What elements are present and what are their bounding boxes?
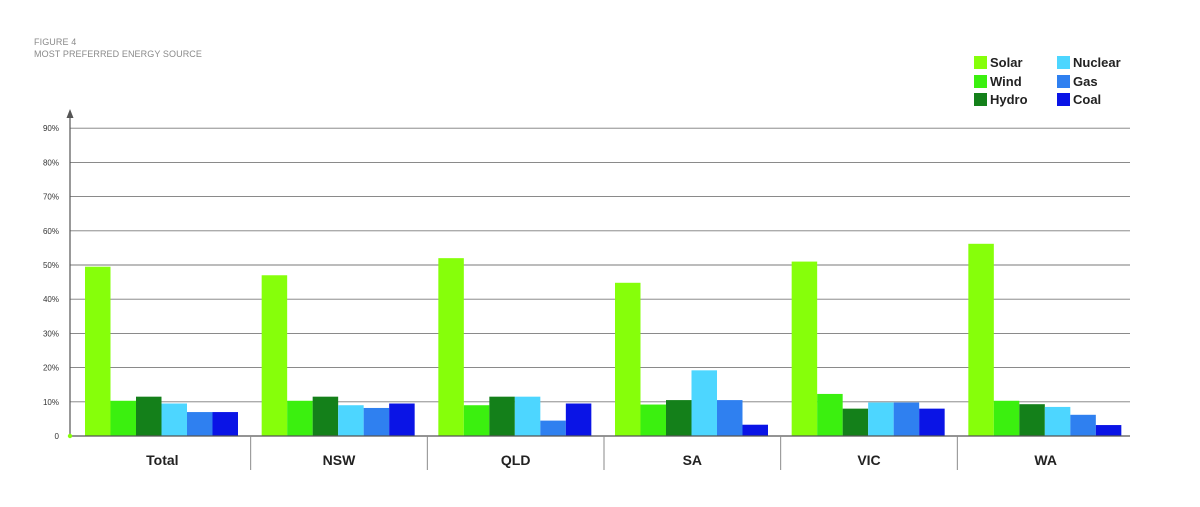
bar-wa-wind: [993, 400, 1020, 436]
bar-vic-solar: [791, 261, 818, 436]
axes: [66, 109, 1130, 439]
bar-sa-gas: [717, 400, 743, 436]
y-tick-label-0: 0: [55, 432, 60, 441]
x-tick-label-wa: WA: [1034, 452, 1057, 468]
x-tick-label-qld: QLD: [501, 452, 531, 468]
y-tick-label-60: 60%: [43, 227, 59, 236]
bar-qld-hydro: [489, 396, 515, 436]
figure-header: FIGURE 4 MOST PREFERRED ENERGY SOURCE: [34, 36, 202, 60]
legend-swatch-gas: [1057, 75, 1070, 88]
axis-origin-dot: [67, 433, 73, 439]
bar-vic-hydro: [842, 408, 869, 436]
y-tick-label-90: 90%: [43, 124, 59, 133]
bar-total-nuclear: [161, 403, 187, 436]
x-axis-categories: Total NSW QLD SA VIC WA: [146, 436, 1057, 470]
x-tick-label-vic: VIC: [857, 452, 880, 468]
bar-qld-solar: [438, 258, 464, 436]
bar-qld-gas: [540, 420, 566, 436]
legend-swatch-nuclear: [1057, 56, 1070, 69]
bar-sa-wind: [640, 404, 666, 436]
bar-nsw-nuclear: [338, 405, 364, 436]
figure-number: FIGURE 4: [34, 37, 77, 47]
bar-sa-coal: [742, 424, 768, 436]
bar-vic-nuclear: [868, 402, 894, 436]
legend-swatch-wind: [974, 75, 987, 88]
y-tick-label-20: 20%: [43, 364, 59, 373]
bar-nsw-coal: [389, 403, 415, 436]
bar-vic-wind: [817, 393, 843, 436]
legend-label-nuclear: Nuclear: [1073, 55, 1121, 70]
bar-vic-gas: [893, 402, 920, 436]
legend-label-gas: Gas: [1073, 74, 1098, 89]
bar-wa-hydro: [1019, 404, 1045, 436]
bar-nsw-wind: [287, 400, 313, 436]
y-tick-label-50: 50%: [43, 261, 59, 270]
y-tick-label-70: 70%: [43, 193, 59, 202]
bar-sa-nuclear: [691, 370, 717, 436]
bar-total-coal: [212, 412, 238, 436]
legend-label-wind: Wind: [990, 74, 1022, 89]
figure-title: MOST PREFERRED ENERGY SOURCE: [34, 49, 202, 59]
bar-total-hydro: [136, 396, 162, 436]
bar-wa-coal: [1095, 425, 1122, 436]
bar-total-solar: [85, 266, 111, 436]
bar-total-wind: [110, 400, 136, 436]
x-tick-label-nsw: NSW: [323, 452, 356, 468]
y-tick-label-40: 40%: [43, 295, 59, 304]
bars: [85, 243, 1122, 436]
legend: Solar Wind Hydro Nuclear Gas Coal: [974, 55, 1121, 107]
bar-wa-gas: [1070, 414, 1096, 436]
bar-qld-nuclear: [514, 396, 541, 436]
gridlines: [70, 127, 1130, 403]
bar-nsw-gas: [363, 407, 390, 436]
x-tick-label-total: Total: [146, 452, 178, 468]
y-tick-label-80: 80%: [43, 158, 59, 167]
legend-swatch-hydro: [974, 93, 987, 106]
bar-wa-nuclear: [1044, 406, 1071, 436]
legend-label-solar: Solar: [990, 55, 1023, 70]
y-tick-label-30: 30%: [43, 329, 59, 338]
legend-label-hydro: Hydro: [990, 92, 1028, 107]
bar-nsw-hydro: [312, 396, 339, 436]
bar-sa-hydro: [666, 400, 692, 436]
legend-label-coal: Coal: [1073, 92, 1101, 107]
bar-nsw-solar: [261, 275, 288, 436]
bar-qld-wind: [463, 405, 490, 436]
bar-total-gas: [187, 412, 213, 436]
x-tick-label-sa: SA: [683, 452, 702, 468]
y-tick-label-10: 10%: [43, 398, 59, 407]
y-axis-arrow: [66, 109, 74, 118]
bar-qld-coal: [565, 403, 592, 436]
y-axis-ticks: 0 10% 20% 30% 40% 50% 60% 70% 80% 90%: [43, 124, 60, 441]
legend-swatch-solar: [974, 56, 987, 69]
legend-swatch-coal: [1057, 93, 1070, 106]
bar-sa-solar: [615, 282, 641, 436]
bar-wa-solar: [968, 243, 994, 436]
bar-vic-coal: [919, 408, 945, 436]
